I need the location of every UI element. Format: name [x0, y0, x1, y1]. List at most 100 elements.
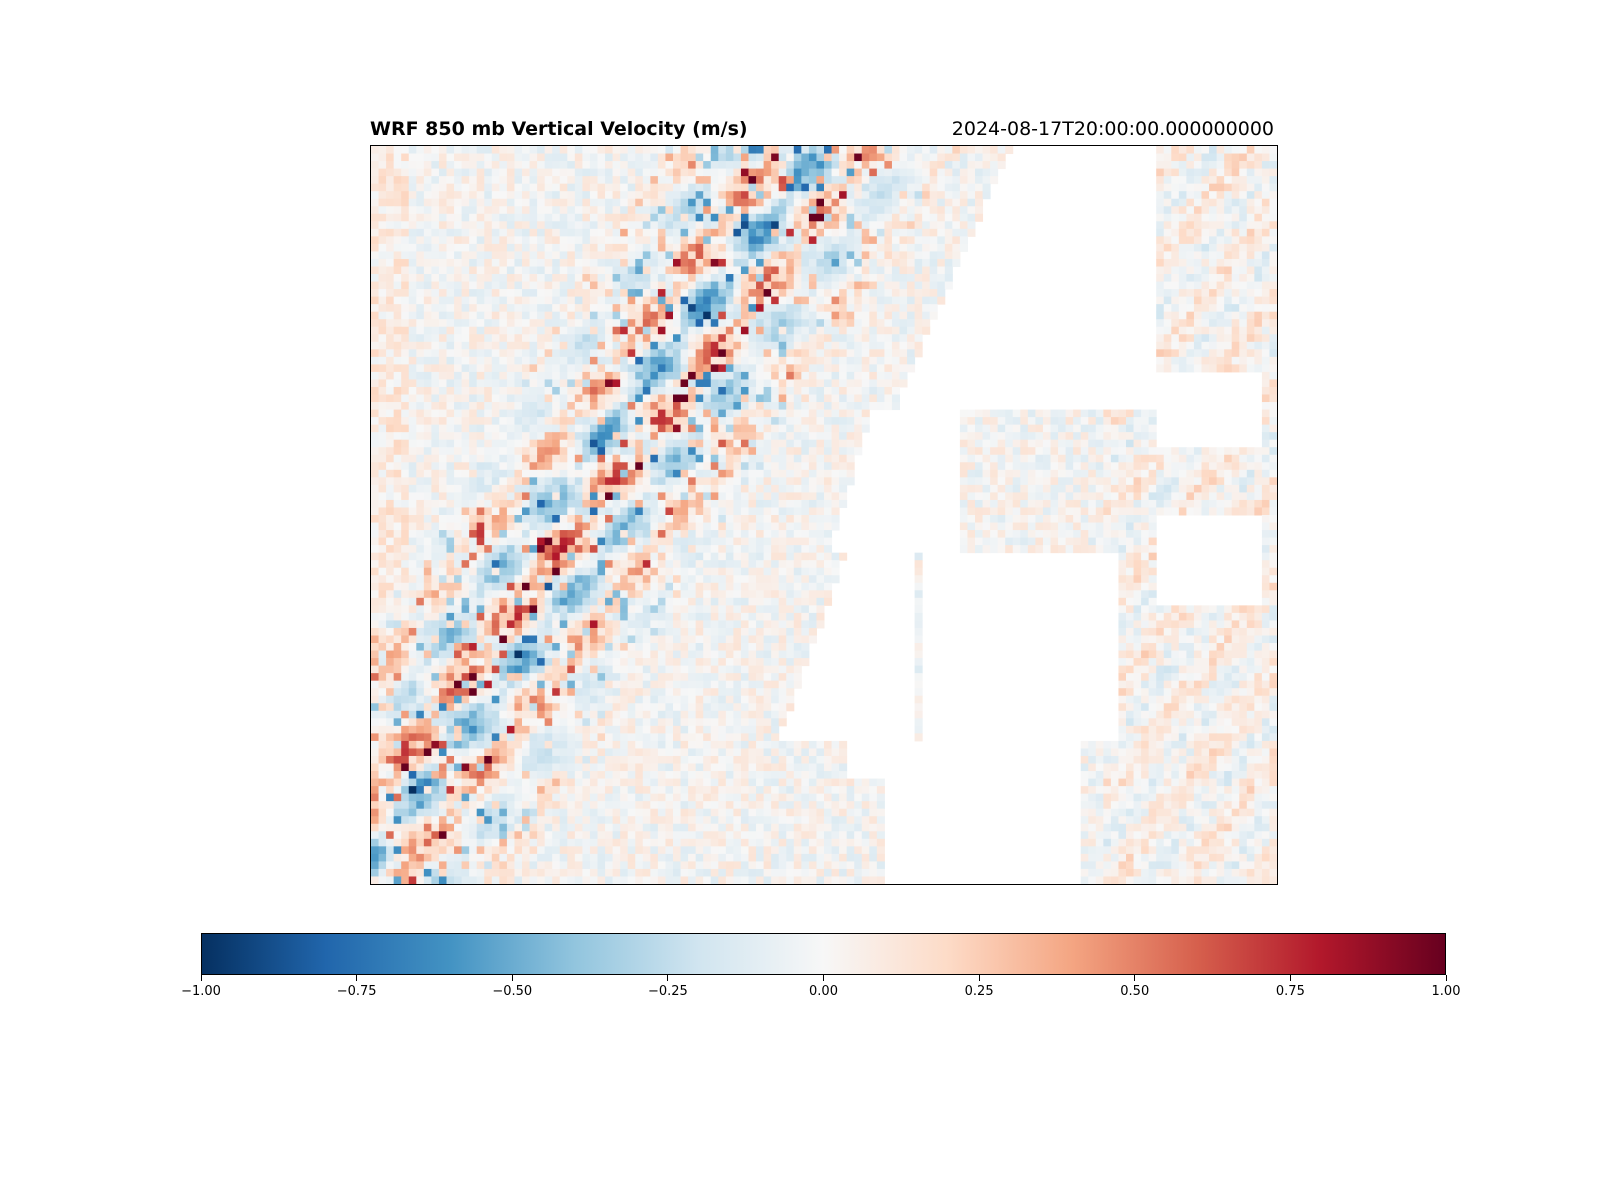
heatmap-cell [454, 530, 463, 539]
heatmap-cell [748, 477, 757, 486]
heatmap-cell [786, 409, 795, 418]
heatmap-cell [1020, 417, 1029, 426]
heatmap-cell [657, 439, 666, 448]
heatmap-cell [1269, 537, 1277, 546]
heatmap-cell [869, 191, 878, 200]
heatmap-cell [1269, 439, 1277, 448]
heatmap-cell [1201, 161, 1210, 170]
heatmap-cell [378, 311, 387, 320]
heatmap-cell [1261, 454, 1270, 463]
heatmap-cell [491, 176, 500, 185]
heatmap-cell [378, 462, 387, 471]
heatmap-cell [537, 484, 546, 493]
heatmap-cell [839, 289, 848, 298]
heatmap-cell [567, 213, 576, 222]
heatmap-cell [1020, 530, 1029, 539]
heatmap-cell [529, 326, 538, 335]
heatmap-cell [1239, 334, 1248, 343]
heatmap-cell [816, 409, 825, 418]
heatmap-cell [574, 402, 583, 411]
heatmap-cell [846, 296, 855, 305]
heatmap-cell [839, 349, 848, 358]
heatmap-cell [944, 191, 953, 200]
heatmap-cell [869, 296, 878, 305]
heatmap-cell [521, 274, 531, 283]
heatmap-cell [1126, 409, 1135, 418]
heatmap-cell [680, 176, 689, 185]
heatmap-cell [914, 274, 923, 283]
heatmap-cell [771, 213, 780, 222]
heatmap-cell [438, 356, 448, 365]
heatmap-cell [431, 469, 440, 478]
heatmap-cell [1254, 462, 1263, 471]
heatmap-cell [680, 281, 689, 290]
heatmap-cell [657, 515, 666, 524]
heatmap-cell [657, 311, 666, 320]
heatmap-cell [748, 432, 757, 441]
heatmap-cell [529, 281, 538, 290]
heatmap-cell [514, 311, 523, 320]
heatmap-cell [861, 236, 870, 245]
heatmap-cell [899, 379, 908, 388]
heatmap-cell [612, 530, 621, 539]
heatmap-cell [1224, 191, 1233, 200]
heatmap-cell [899, 251, 908, 260]
heatmap-cell [582, 364, 591, 373]
heatmap-cell [499, 289, 508, 298]
heatmap-cell [771, 499, 780, 508]
heatmap-cell [816, 236, 825, 245]
heatmap-cell [703, 409, 712, 418]
heatmap-cell [657, 484, 666, 493]
heatmap-cell [695, 176, 704, 185]
heatmap-cell [673, 409, 682, 418]
heatmap-cell [876, 379, 885, 388]
heatmap-cell [1193, 153, 1203, 162]
heatmap-cell [665, 530, 674, 539]
heatmap-cell [559, 183, 568, 192]
heatmap-cell [650, 417, 659, 426]
heatmap-cell [378, 364, 387, 373]
heatmap-cell [574, 191, 583, 200]
heatmap-cell [808, 492, 817, 501]
heatmap-cell [476, 176, 485, 185]
heatmap-cell [869, 221, 878, 230]
heatmap-cell [521, 409, 531, 418]
heatmap-cell [914, 236, 923, 245]
heatmap-cell [597, 153, 606, 162]
heatmap-cell [469, 477, 478, 486]
heatmap-cell [1261, 213, 1270, 222]
heatmap-cell [454, 439, 463, 448]
heatmap-cell [529, 296, 538, 305]
heatmap-cell [1216, 281, 1225, 290]
heatmap-cell [378, 439, 387, 448]
heatmap-cell [944, 146, 953, 155]
heatmap-cell [1171, 492, 1180, 501]
heatmap-cell [386, 304, 395, 313]
heatmap-cell [544, 191, 553, 200]
heatmap-cell [695, 228, 704, 237]
heatmap-cell [688, 349, 697, 358]
heatmap-cell [725, 477, 734, 486]
heatmap-cell [378, 146, 387, 155]
heatmap-cell [990, 146, 999, 155]
heatmap-cell [1269, 319, 1277, 328]
heatmap-cell [438, 424, 448, 433]
heatmap-cell [491, 228, 500, 237]
heatmap-cell [454, 319, 463, 328]
heatmap-cell [725, 447, 734, 456]
heatmap-cell [657, 530, 666, 539]
heatmap-cell [582, 274, 591, 283]
heatmap-cell [499, 161, 508, 170]
heatmap-cell [1178, 213, 1187, 222]
heatmap-cell [959, 236, 968, 245]
heatmap-cell [408, 176, 417, 185]
heatmap-cell [597, 462, 606, 471]
heatmap-cell [884, 168, 893, 177]
heatmap-cell [967, 153, 976, 162]
heatmap-cell [454, 537, 463, 546]
heatmap-cell [824, 266, 833, 275]
heatmap-cell [657, 319, 666, 328]
heatmap-cell [408, 499, 417, 508]
heatmap-cell [1201, 484, 1210, 493]
heatmap-cell [597, 266, 606, 275]
